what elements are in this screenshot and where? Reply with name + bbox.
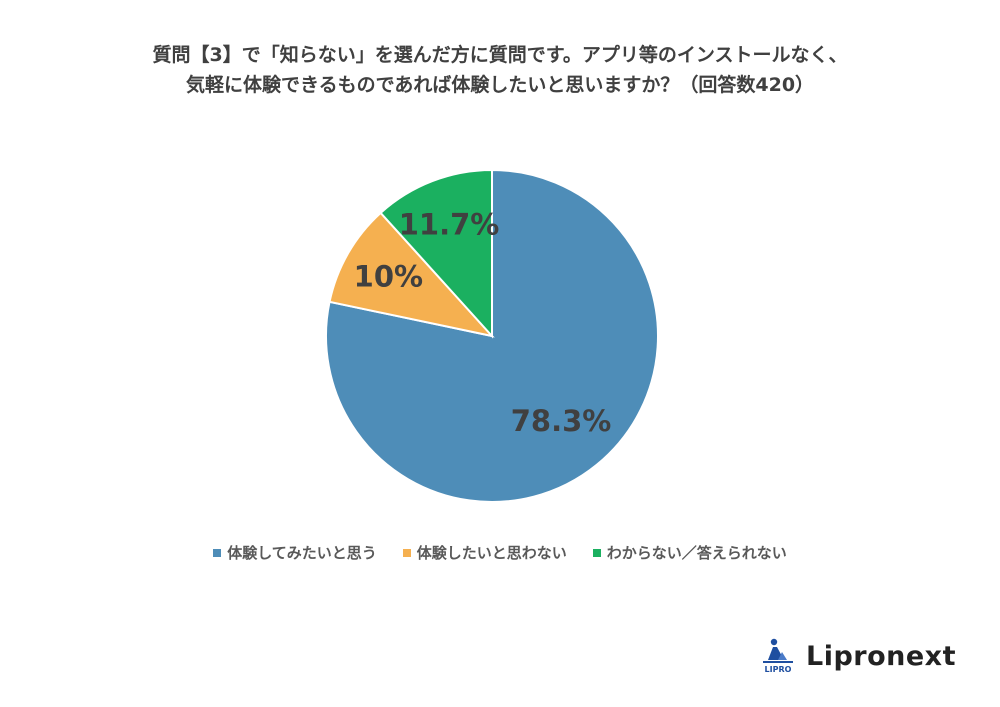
pie-label-dont-want: 10% (354, 259, 423, 293)
lipro-logo-icon: LIPRO (763, 638, 793, 674)
legend-label-dont-want: 体験したいと思わない (416, 544, 567, 562)
legend-item-dont-want: 体験したいと思わない (402, 542, 567, 563)
lipronext-logo-text: Lipronext (806, 640, 957, 672)
pie-slice-dont-want (328, 211, 495, 338)
pie-slice-unknown (379, 168, 493, 339)
pie-label-want: 78.3% (511, 404, 612, 438)
chart-legend: 体験してみたいと思う 体験したいと思わない わからない／答えられない (0, 542, 1000, 563)
lipro-logo-mark-text: LIPRO (765, 665, 792, 674)
legend-swatch-want (213, 548, 222, 557)
chart-title: 質問【3】で「知らない」を選んだ方に質問です。アプリ等のインストールなく、 気軽… (0, 40, 1000, 100)
pie-slice-want (325, 168, 659, 503)
chart-title-line-2: 気軽に体験できるものであれば体験したいと思いますか？（回答数420） (185, 74, 815, 96)
chart-title-line-1: 質問【3】で「知らない」を選んだ方に質問です。アプリ等のインストールなく、 (152, 44, 848, 66)
legend-label-want: 体験してみたいと思う (227, 544, 377, 562)
lipronext-logo: LIPRO Lipronext (760, 636, 956, 676)
legend-swatch-unknown (592, 548, 601, 557)
legend-item-unknown: わからない／答えられない (592, 542, 787, 563)
legend-swatch-dont-want (402, 548, 411, 557)
pie-slices (325, 168, 659, 503)
legend-item-want: 体験してみたいと思う (213, 542, 377, 563)
pie-label-unknown: 11.7% (399, 207, 500, 241)
legend-label-unknown: わからない／答えられない (606, 544, 787, 562)
pie-labels: 78.3% 10% 11.7% (354, 207, 612, 438)
